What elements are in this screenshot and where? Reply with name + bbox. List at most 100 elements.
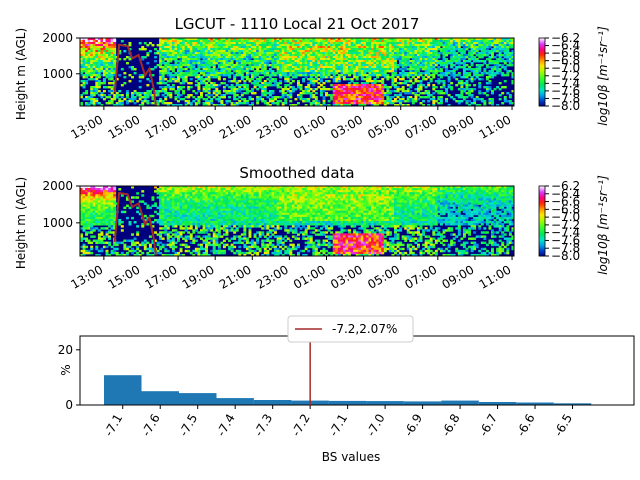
heatmap-cell bbox=[503, 44, 507, 47]
heatmap-cell bbox=[154, 190, 157, 193]
heatmap-cell bbox=[345, 94, 349, 97]
heatmap-cell bbox=[266, 56, 270, 59]
heatmap-cell bbox=[411, 82, 415, 85]
heatmap-cell bbox=[422, 52, 426, 55]
heatmap-cell bbox=[256, 100, 260, 103]
heatmap-cell bbox=[159, 192, 163, 195]
heatmap-cell bbox=[108, 202, 112, 205]
heatmap-cell bbox=[503, 46, 507, 49]
heatmap-cell bbox=[105, 249, 109, 253]
colorbar-label: log10β [m⁻¹sr⁻¹] bbox=[596, 26, 610, 126]
heatmap-cell bbox=[85, 72, 89, 75]
heatmap-cell bbox=[332, 100, 336, 103]
heatmap-cell bbox=[207, 60, 211, 63]
heatmap-cell bbox=[228, 86, 232, 89]
heatmap-cell bbox=[177, 80, 180, 83]
heatmap-cell bbox=[355, 42, 359, 45]
heatmap-cell bbox=[373, 60, 377, 63]
heatmap-cell bbox=[87, 239, 91, 242]
heatmap-cell bbox=[228, 68, 232, 71]
heatmap-cell bbox=[319, 44, 323, 47]
heatmap-cell bbox=[312, 96, 316, 99]
heatmap-cell bbox=[325, 50, 329, 53]
heatmap-cell bbox=[455, 58, 459, 61]
heatmap-cell bbox=[281, 64, 285, 67]
heatmap-cell bbox=[427, 40, 431, 43]
heatmap-cell bbox=[327, 72, 331, 75]
heatmap-cell bbox=[371, 44, 374, 47]
heatmap-cell bbox=[222, 68, 226, 71]
heatmap-cell bbox=[228, 54, 232, 57]
heatmap-cell bbox=[82, 218, 86, 222]
heatmap-cell bbox=[189, 82, 193, 85]
heatmap-cell bbox=[113, 216, 117, 220]
heatmap-cell bbox=[276, 82, 280, 85]
heatmap-cell bbox=[228, 44, 232, 47]
colorbar-segment bbox=[539, 70, 545, 73]
heatmap-cell bbox=[337, 56, 341, 59]
heatmap-cell bbox=[496, 58, 500, 61]
heatmap-cell bbox=[90, 76, 94, 79]
heatmap-cell bbox=[457, 100, 461, 103]
heatmap-cell bbox=[161, 72, 165, 75]
heatmap-cell bbox=[291, 64, 295, 67]
heatmap-cell bbox=[424, 42, 428, 45]
heatmap-cell bbox=[100, 38, 104, 41]
heatmap-cell bbox=[164, 223, 168, 226]
heatmap-cell bbox=[460, 58, 464, 61]
heatmap-cell bbox=[253, 42, 257, 45]
heatmap-cell bbox=[488, 62, 492, 65]
heatmap-cell bbox=[174, 229, 178, 232]
heatmap-cell bbox=[498, 42, 502, 45]
heatmap-cell bbox=[268, 40, 272, 43]
heatmap-cell bbox=[470, 76, 474, 79]
heatmap-cell bbox=[488, 88, 492, 91]
heatmap-cell bbox=[286, 80, 290, 83]
heatmap-cell bbox=[475, 58, 479, 61]
heatmap-cell bbox=[483, 40, 487, 43]
heatmap-cell bbox=[148, 214, 152, 218]
heatmap-cell bbox=[309, 64, 313, 67]
heatmap-cell bbox=[266, 96, 270, 99]
heatmap-cell bbox=[174, 196, 178, 199]
heatmap-cell bbox=[281, 50, 285, 53]
heatmap-cell bbox=[279, 46, 283, 49]
heatmap-cell bbox=[105, 200, 109, 203]
heatmap-cell bbox=[322, 98, 326, 101]
heatmap-cell bbox=[419, 88, 423, 91]
heatmap-cell bbox=[92, 88, 96, 91]
heatmap-cell bbox=[222, 78, 226, 81]
heatmap-cell bbox=[488, 72, 492, 75]
heatmap-cell bbox=[245, 84, 249, 87]
heatmap-cell bbox=[307, 54, 311, 57]
heatmap-cell bbox=[85, 208, 89, 212]
heatmap-cell bbox=[284, 80, 288, 83]
heatmap-cell bbox=[174, 202, 178, 205]
heatmap-cell bbox=[207, 62, 211, 65]
heatmap-cell bbox=[174, 235, 178, 238]
heatmap-cell bbox=[394, 60, 397, 63]
heatmap-cell bbox=[225, 66, 229, 69]
heatmap-cell bbox=[87, 210, 91, 214]
heatmap-cell bbox=[325, 66, 329, 69]
heatmap-cell bbox=[312, 70, 316, 73]
heatmap-cell bbox=[177, 223, 180, 226]
heatmap-cell bbox=[498, 82, 502, 85]
heatmap-cell bbox=[330, 66, 334, 69]
heatmap-cell bbox=[322, 68, 326, 71]
heatmap-cell bbox=[164, 218, 168, 222]
heatmap-cell bbox=[368, 80, 372, 83]
heatmap-cell bbox=[235, 50, 239, 53]
heatmap-cell bbox=[154, 60, 157, 63]
heatmap-cell bbox=[473, 42, 477, 45]
heatmap-cell bbox=[378, 96, 382, 99]
heatmap-cell bbox=[102, 62, 106, 65]
heatmap-cell bbox=[197, 46, 201, 49]
heatmap-cell bbox=[243, 70, 247, 73]
heatmap-cell bbox=[125, 247, 129, 251]
heatmap-cell bbox=[113, 74, 117, 77]
heatmap-cell bbox=[388, 52, 392, 55]
heatmap-cell bbox=[90, 214, 94, 218]
heatmap-cell bbox=[322, 52, 326, 55]
heatmap-cell bbox=[118, 188, 122, 191]
